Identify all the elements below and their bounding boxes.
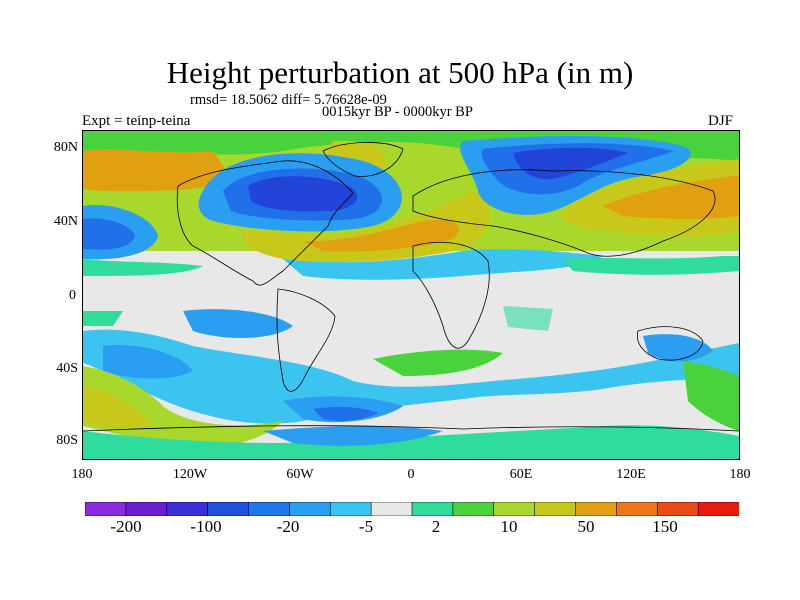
coastlines [83, 142, 739, 432]
eurasia-outline [412, 169, 716, 257]
subtropical-cyan [283, 248, 603, 280]
y-label-40s: 40S [56, 361, 78, 376]
atlantic-high-core [303, 219, 459, 252]
colorbar-label: -20 [276, 517, 300, 536]
west-mint [83, 259, 203, 276]
south-america-outline [276, 288, 336, 392]
w-pacific-low-core [83, 218, 135, 250]
sh-green-east [683, 361, 739, 431]
experiment-label: Expt = teinp-teina [82, 113, 191, 129]
colorbar-label: 150 [652, 517, 678, 536]
eurasia-low-core [513, 147, 628, 180]
tropical-mint-west [83, 311, 123, 326]
x-label-60w: 60W [286, 467, 314, 482]
height-field-map [83, 131, 739, 459]
sh-blue-west [103, 345, 193, 379]
sh-cyan-band [83, 329, 739, 424]
period-label: 0015kyr BP - 0000kyr BP [322, 104, 473, 120]
colorbar-cell [125, 502, 168, 516]
colorbar-cell [166, 502, 209, 516]
colorbar-cell [616, 502, 659, 516]
colorbar-label: 2 [431, 517, 441, 536]
x-label-180e: 180 [729, 467, 751, 482]
sh-olive-west [83, 386, 153, 429]
colorbar-label: 10 [500, 517, 518, 536]
map-plot [82, 130, 740, 460]
colorbar-label: -100 [190, 517, 222, 536]
colorbar-cell [289, 502, 332, 516]
nw-orange-region [83, 149, 233, 192]
colorbar-cell [452, 502, 495, 516]
colorbar-cell [656, 502, 699, 516]
colorbar-cell [411, 502, 454, 516]
sh-blue-core [313, 406, 378, 421]
africa-outline [412, 241, 490, 349]
x-label-120e: 120E [616, 467, 646, 482]
rmsd-stats: rmsd= 18.5062 diff= 5.76628e-09 [190, 92, 387, 108]
colorbar-label: -200 [110, 517, 142, 536]
colorbar [85, 502, 739, 516]
x-label-120w: 120W [172, 467, 208, 482]
antarctic-mint [83, 425, 739, 459]
sh-blue-australia [643, 334, 713, 362]
north-america-outline [176, 160, 354, 286]
x-label-0: 0 [407, 467, 415, 482]
sh-green-midatlantic [373, 349, 503, 376]
subtropical-mint [563, 256, 739, 275]
colorbar-cell [534, 502, 577, 516]
colorbar-cell [493, 502, 536, 516]
australia-outline [636, 326, 704, 361]
y-label-40n: 40N [53, 214, 78, 229]
x-label-60e: 60E [509, 467, 533, 482]
plot-title: Height perturbation at 500 hPa (in m) [166, 55, 634, 90]
na-low-core [248, 176, 358, 212]
colorbar-cell [575, 502, 618, 516]
antarctica-outline [83, 425, 739, 432]
colorbar-cell [207, 502, 250, 516]
y-label-eq: 0 [69, 288, 76, 303]
colorbar-cell [248, 502, 291, 516]
colorbar-label: -5 [358, 517, 374, 536]
colorbar-cell [370, 502, 413, 516]
tropical-mint-africa [503, 306, 553, 331]
colorbar-label: 50 [577, 517, 595, 536]
y-label-80s: 80S [56, 433, 78, 448]
x-label-180w: 180 [71, 467, 93, 482]
y-label-80n: 80N [53, 140, 78, 155]
colorbar-cell [697, 502, 739, 516]
colorbar-cell [85, 502, 127, 516]
colorbar-cell [329, 502, 372, 516]
season-label: DJF [708, 113, 734, 129]
antarctic-blue [263, 426, 443, 446]
pacific-high-core [603, 176, 739, 220]
greenland-outline [322, 142, 404, 177]
sh-blue-pacific [183, 309, 293, 338]
